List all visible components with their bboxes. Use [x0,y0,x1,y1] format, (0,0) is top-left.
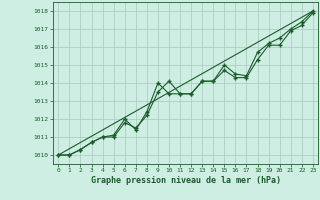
X-axis label: Graphe pression niveau de la mer (hPa): Graphe pression niveau de la mer (hPa) [91,176,281,185]
